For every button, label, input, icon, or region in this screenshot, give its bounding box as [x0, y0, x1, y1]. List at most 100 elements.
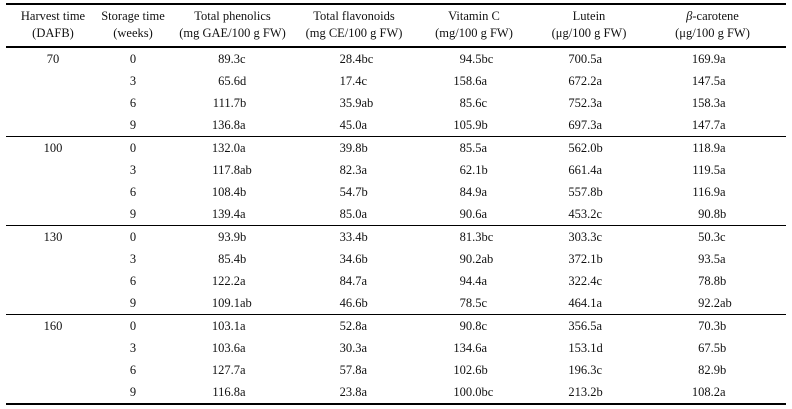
cell-total-phenolics: 122.2 a	[211, 274, 246, 288]
cell-harvest-time	[6, 359, 100, 381]
col-unit: (mg/100 g FW)	[435, 26, 513, 40]
cell-lutein: 752.3 a	[568, 96, 603, 110]
col-header-harvest-time: Harvest time (DAFB)	[6, 4, 100, 48]
cell-total-flavonoids: 23.8 a	[339, 385, 368, 399]
table-row: 70 0 89.3 c 28.4 bc 94.5 bc 700.5 a 169.9 a	[6, 47, 786, 70]
cell-storage-time: 9	[129, 296, 137, 310]
table-row: 9 139.4 a 85.0 a 90.6 a 453.2 c 90.8 b	[6, 203, 786, 226]
cell-total-phenolics: 109.1 ab	[211, 296, 252, 310]
cell-vitamin-c: 90.8 c	[409, 314, 539, 337]
cell-harvest-time	[6, 337, 100, 359]
table-row: 6 127.7 a 57.8 a 102.6 b 196.3 c 82.9 b	[6, 359, 786, 381]
cell-total-phenolics: 65.6 d	[218, 74, 247, 88]
cell-storage-time: 0	[100, 225, 166, 248]
cell-total-flavonoids: 85.0 a	[339, 207, 368, 221]
table-row: 9 136.8 a 45.0 a 105.9 b 697.3 a 147.7 a	[6, 114, 786, 137]
cell-lutein: 196.3 c	[568, 363, 603, 377]
col-unit: (μg/100 g FW)	[675, 26, 750, 40]
cell-lutein: 697.3 a	[568, 118, 603, 132]
cell-vitamin-c: 94.4 a	[459, 274, 488, 288]
cell-vitamin-c: 84.9 a	[459, 185, 488, 199]
cell-harvest-time: 70	[46, 52, 60, 66]
cell-harvest-time	[6, 292, 100, 315]
cell-storage-time: 9	[129, 207, 137, 221]
cell-vitamin-c: 94.5 bc	[459, 52, 494, 66]
results-table: Harvest time (DAFB) Storage time (weeks)…	[6, 3, 786, 405]
cell-total-phenolics: 127.7 a	[211, 363, 246, 377]
cell-storage-time: 9	[129, 385, 137, 399]
cell-lutein: 557.8 b	[568, 185, 603, 199]
table-row: 160 0 103.1 a 52.8 a 90.8 c 356.5 a 70.3 b	[6, 314, 786, 337]
cell-total-phenolics: 111.7 b	[212, 96, 247, 110]
cell-beta-carotene: 82.9 b	[698, 363, 727, 377]
cell-total-phenolics: 93.9 b	[166, 225, 299, 248]
col-header-beta-carotene: β-carotene (μg/100 g FW)	[639, 4, 786, 48]
col-unit: (DAFB)	[32, 26, 74, 40]
header-row: Harvest time (DAFB) Storage time (weeks)…	[6, 4, 786, 48]
cell-total-flavonoids: 39.8 b	[299, 136, 409, 159]
cell-storage-time: 0	[100, 314, 166, 337]
cell-beta-carotene: 158.3 a	[691, 96, 726, 110]
cell-beta-carotene: 118.9 a	[639, 136, 786, 159]
table-row: 130 0 93.9 b 33.4 b 81.3 bc 303.3 c 50.3 c	[6, 225, 786, 248]
cell-harvest-time: 160	[6, 314, 100, 337]
col-label: Total flavonoids	[313, 9, 395, 23]
cell-beta-carotene: 119.5 a	[692, 163, 726, 177]
cell-total-flavonoids: 17.4 c	[339, 74, 368, 88]
cell-beta-carotene: 147.7 a	[691, 118, 726, 132]
col-unit: (μg/100 g FW)	[551, 26, 627, 40]
cell-total-phenolics: 139.4 a	[211, 207, 246, 221]
cell-harvest-time: 130	[6, 225, 100, 248]
cell-harvest-time	[6, 203, 100, 226]
cell-total-flavonoids: 84.7 a	[339, 274, 368, 288]
table-row: 100 0 132.0 a 39.8 b 85.5 a 562.0 b 118.9 a	[6, 136, 786, 159]
cell-lutein: 453.2 c	[568, 207, 603, 221]
cell-beta-carotene: 90.8 b	[698, 207, 727, 221]
cell-lutein: 322.4 c	[568, 274, 603, 288]
cell-harvest-time	[6, 248, 100, 270]
cell-total-phenolics: 85.4 b	[218, 252, 247, 266]
results-table-container: Harvest time (DAFB) Storage time (weeks)…	[6, 3, 786, 405]
cell-total-flavonoids: 28.4 bc	[339, 52, 374, 66]
cell-storage-time: 6	[129, 185, 137, 199]
cell-storage-time: 0	[100, 136, 166, 159]
cell-storage-time: 9	[129, 118, 137, 132]
col-unit: (weeks)	[113, 26, 153, 40]
cell-total-flavonoids: 52.8 a	[299, 314, 409, 337]
cell-beta-carotene: 169.9 a	[691, 52, 726, 66]
cell-lutein: 356.5 a	[539, 314, 639, 337]
cell-vitamin-c: 85.6 c	[459, 96, 488, 110]
cell-harvest-time: 100	[6, 136, 100, 159]
cell-total-flavonoids: 45.0 a	[339, 118, 368, 132]
cell-vitamin-c: 78.5 c	[459, 296, 488, 310]
cell-storage-time: 3	[129, 74, 137, 88]
cell-vitamin-c: 90.2 ab	[459, 252, 494, 266]
cell-total-phenolics: 103.1 a	[166, 314, 299, 337]
cell-total-phenolics: 136.8 a	[211, 118, 246, 132]
cell-harvest-time	[6, 270, 100, 292]
cell-vitamin-c: 134.6 a	[453, 341, 488, 355]
cell-total-flavonoids: 30.3 a	[339, 341, 368, 355]
col-header-total-flavonoids: Total flavonoids (mg CE/100 g FW)	[299, 4, 409, 48]
col-header-storage-time: Storage time (weeks)	[100, 4, 166, 48]
cell-total-flavonoids: 35.9 ab	[339, 96, 374, 110]
col-label: Harvest time	[20, 9, 86, 23]
col-unit: (mg CE/100 g FW)	[305, 26, 403, 40]
cell-beta-carotene: 67.5 b	[698, 341, 727, 355]
cell-harvest-time	[6, 114, 100, 137]
table-row: 9 109.1 ab 46.6 b 78.5 c 464.1 a 92.2 ab	[6, 292, 786, 315]
cell-harvest-time	[6, 381, 100, 404]
col-unit: (mg GAE/100 g FW)	[179, 26, 286, 40]
cell-beta-carotene: 93.5 a	[698, 252, 726, 266]
cell-total-flavonoids: 82.3 a	[339, 163, 368, 177]
col-header-lutein: Lutein (μg/100 g FW)	[539, 4, 639, 48]
cell-storage-time: 0	[129, 52, 137, 66]
cell-vitamin-c: 105.9 b	[453, 118, 488, 132]
col-label: Lutein	[572, 9, 606, 23]
table-row: 3 85.4 b 34.6 b 90.2 ab 372.1 b 93.5 a	[6, 248, 786, 270]
cell-total-phenolics: 116.8 a	[212, 385, 246, 399]
cell-vitamin-c: 81.3 bc	[409, 225, 539, 248]
cell-harvest-time	[6, 181, 100, 203]
cell-vitamin-c: 90.6 a	[459, 207, 488, 221]
cell-harvest-time	[6, 70, 100, 92]
